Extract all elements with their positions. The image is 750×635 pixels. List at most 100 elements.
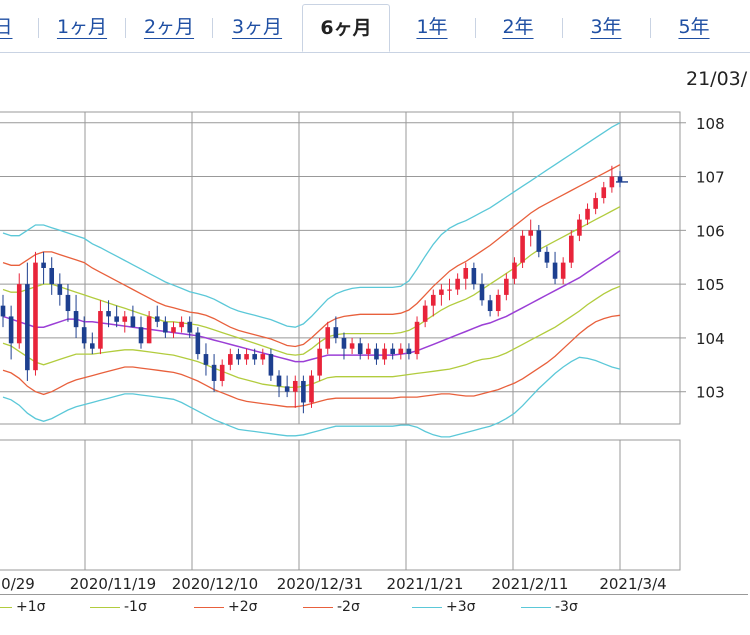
legend-item-minus1: -1σ	[90, 599, 147, 617]
candle-up	[309, 375, 314, 403]
x-tick-label: 2021/1/21	[387, 575, 464, 593]
legend-item-minus2: -2σ	[303, 599, 360, 617]
legend-swatch	[303, 606, 333, 608]
candle-up	[577, 219, 582, 236]
tab-separator	[38, 18, 39, 38]
candle-up	[219, 364, 225, 381]
candle-up	[495, 294, 501, 312]
legend-label: -1σ	[124, 599, 147, 615]
legend-item-plus3: +3σ	[412, 599, 476, 617]
legend-swatch	[0, 606, 12, 608]
x-tick-label: 2021/3/4	[599, 575, 666, 593]
tab-2-months[interactable]: 2ヶ月	[143, 16, 195, 38]
band-plus2-line	[2, 164, 621, 348]
candle-down	[536, 230, 542, 252]
legend-item-minus3: -3σ	[521, 599, 578, 617]
candle-down	[25, 284, 30, 371]
candle-down	[163, 321, 168, 333]
legend-item-plus1: +1σ	[0, 599, 46, 617]
candle-up	[171, 327, 176, 333]
candle-up	[504, 278, 509, 295]
candle-down	[211, 364, 217, 381]
legend: +1σ -1σ +2σ -2σ +3σ -3σ	[0, 594, 748, 635]
candle-down	[252, 354, 257, 360]
candle-up	[122, 316, 128, 322]
candle-up	[430, 294, 436, 306]
tab-5-years[interactable]: 5年	[678, 16, 710, 38]
band-minus3-line	[2, 356, 621, 438]
candle-up	[593, 198, 598, 209]
tab-2-years[interactable]: 2年	[502, 16, 534, 38]
legend-swatch	[412, 606, 442, 608]
candle-up	[260, 354, 266, 360]
candle-up	[228, 354, 233, 365]
y-tick-label: 106	[696, 222, 725, 240]
candle-up	[560, 262, 566, 279]
y-tick-label: 107	[696, 169, 725, 187]
candle-down	[49, 268, 55, 285]
candle-up	[609, 176, 615, 188]
tab-1-month[interactable]: 1ヶ月	[56, 16, 108, 38]
legend-label: +1σ	[16, 599, 46, 615]
candle-up	[33, 262, 38, 371]
candle-down	[406, 348, 412, 355]
candle-down	[90, 343, 95, 349]
candle-down	[195, 332, 201, 355]
band-plus1-line	[2, 206, 621, 356]
tab-1-year[interactable]: 1年	[416, 16, 448, 38]
candle-down	[268, 354, 274, 376]
tab-separator	[650, 18, 651, 38]
candle-up	[98, 311, 103, 349]
period-tab-bar: 日 1ヶ月 2ヶ月 3ヶ月 6ヶ月 1年 2年 3年 5年	[0, 0, 750, 53]
candle-down	[276, 375, 282, 387]
candle-up	[16, 284, 22, 344]
x-tick-label: 0/29	[1, 575, 35, 593]
candle-up	[292, 380, 298, 392]
y-tick-label: 103	[696, 384, 725, 402]
legend-label: -2σ	[337, 599, 360, 615]
candle-down	[544, 251, 550, 263]
candle-down	[301, 380, 306, 403]
candle-up	[439, 289, 444, 295]
legend-item-plus2: +2σ	[194, 599, 258, 617]
candle-down	[552, 262, 558, 279]
legend-label: +2σ	[228, 599, 258, 615]
candle-down	[479, 284, 485, 301]
candle-up	[146, 316, 152, 344]
candle-down	[187, 321, 193, 333]
candle-up	[414, 321, 420, 355]
moving-average-line	[2, 250, 621, 363]
candle-down	[374, 348, 379, 360]
candle-down	[114, 316, 119, 322]
tab-3-years[interactable]: 3年	[590, 16, 622, 38]
x-tick-label: 2020/12/10	[172, 575, 258, 593]
date-stamp: 21/03/	[686, 68, 748, 90]
tab-separator	[125, 18, 126, 38]
x-tick-label: 2020/12/31	[277, 575, 363, 593]
candle-up	[349, 343, 355, 349]
candle-down	[284, 386, 290, 392]
candle-down	[65, 294, 71, 312]
candle-down	[154, 316, 160, 322]
candle-down	[333, 327, 339, 338]
tab-day[interactable]: 日	[0, 16, 13, 38]
tab-separator	[475, 18, 476, 38]
candle-down	[471, 268, 477, 285]
candle-down	[390, 348, 395, 355]
candle-up	[244, 354, 249, 360]
candle-down	[236, 354, 241, 360]
candle-down	[57, 284, 63, 295]
candle-up	[455, 278, 460, 290]
candle-up	[317, 348, 322, 376]
candle-down	[0, 305, 6, 317]
tab-6-months[interactable]: 6ヶ月	[302, 4, 390, 52]
candle-up	[528, 230, 533, 236]
candle-up	[325, 327, 331, 349]
candle-down	[487, 300, 493, 312]
candle-up	[382, 348, 387, 360]
candle-down	[138, 327, 144, 344]
candle-down	[203, 354, 209, 365]
band-plus3-line	[2, 122, 621, 328]
tab-3-months[interactable]: 3ヶ月	[231, 16, 283, 38]
tab-separator	[212, 18, 213, 38]
